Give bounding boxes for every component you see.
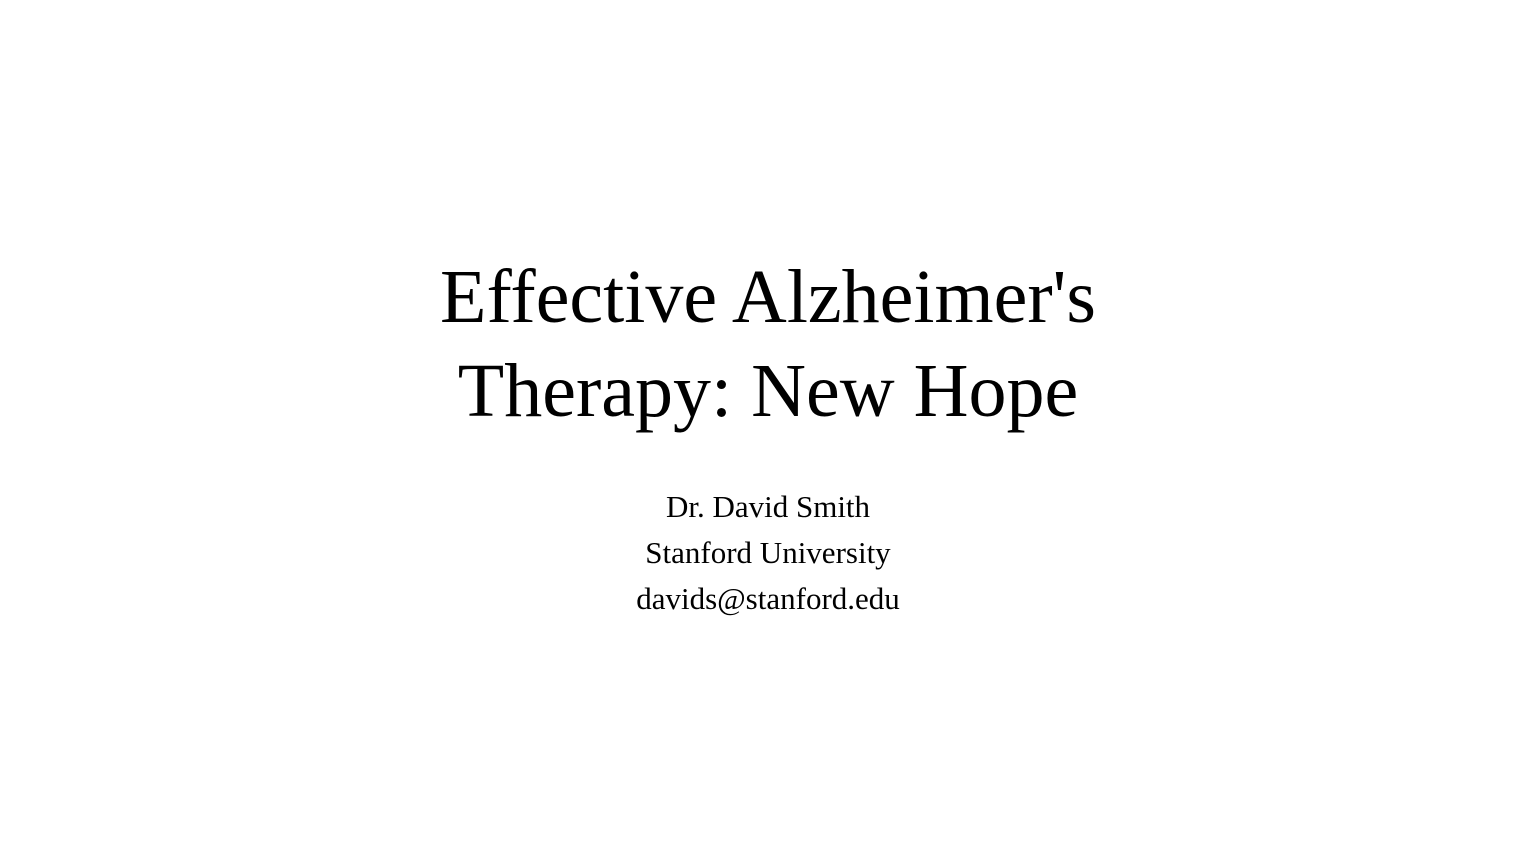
slide-title: Effective Alzheimer's Therapy: New Hope	[0, 250, 1536, 438]
author-name: Dr. David Smith	[665, 489, 871, 524]
author-affiliation: Stanford University	[645, 535, 891, 570]
slide-title-line-2: Therapy: New Hope	[457, 349, 1079, 433]
author-email: davids@stanford.edu	[636, 581, 900, 616]
slide-subtitle: Dr. David Smith Stanford University davi…	[0, 484, 1536, 622]
slide-title-line-1: Effective Alzheimer's	[440, 255, 1096, 339]
